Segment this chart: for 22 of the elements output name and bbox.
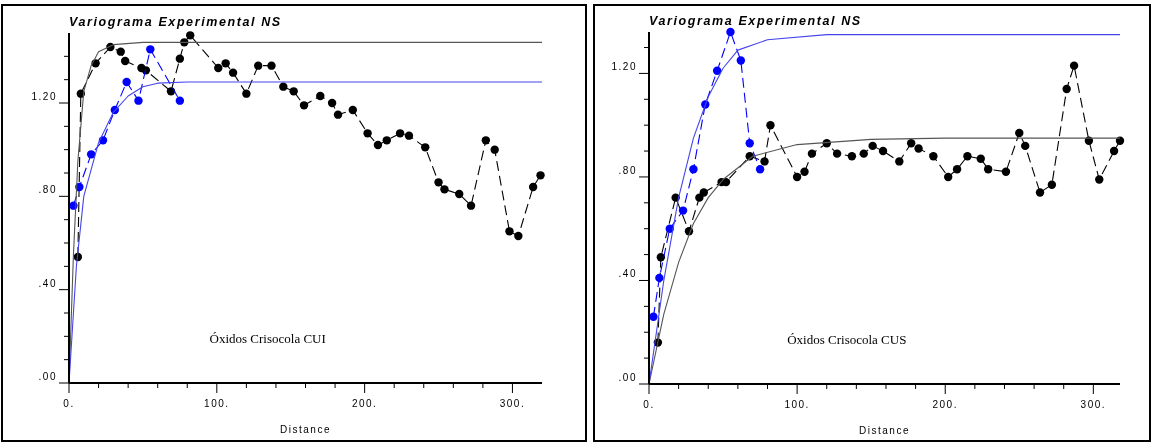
chart-title: Variograma Experimental NS bbox=[649, 14, 862, 28]
y-tick-label: 1.20 bbox=[31, 91, 57, 102]
y-tick-label: .00 bbox=[38, 371, 57, 382]
y-tick-label: .40 bbox=[618, 268, 637, 280]
y-tick-label: .80 bbox=[38, 184, 57, 196]
y-tick-label: 1.20 bbox=[611, 61, 637, 73]
x-tick-label: 200. bbox=[351, 398, 378, 409]
annotation: Óxidos Crisocola CUI bbox=[209, 331, 326, 346]
x-tick-label: 300. bbox=[1080, 399, 1107, 410]
x-tick-label: 200. bbox=[932, 399, 958, 410]
x-tick-label: 100. bbox=[204, 398, 230, 409]
x-tick-label: 300. bbox=[499, 398, 526, 409]
y-tick-label: .40 bbox=[38, 277, 57, 289]
y-tick-label: .00 bbox=[618, 372, 637, 383]
x-tick-label: 100. bbox=[784, 399, 810, 410]
x-axis-title: Distance bbox=[859, 425, 910, 436]
y-tick-label: .80 bbox=[618, 164, 637, 176]
x-axis-title: Distance bbox=[280, 424, 331, 435]
x-tick-label: 0. bbox=[643, 399, 655, 410]
annotation: Óxidos Crisocola CUS bbox=[787, 332, 907, 347]
chart-title: Variograma Experimental NS bbox=[69, 15, 282, 29]
x-tick-label: 0. bbox=[63, 398, 75, 409]
